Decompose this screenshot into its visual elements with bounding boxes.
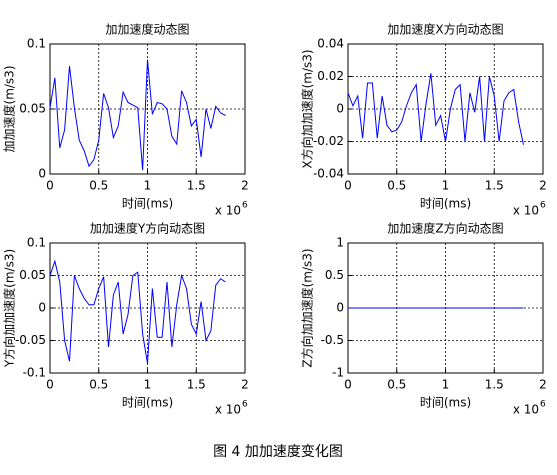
x-tick-label: 0 [46,179,54,193]
y-axis-label: 加加速度(m/s3) [2,66,17,153]
y-axis-label: X方向加加速度(m/s3) [300,49,315,168]
x-scale-base: x 10 [513,403,539,417]
x-axis-label: 时间(ms) [420,197,471,211]
x-tick-label: 0.5 [387,179,406,193]
chart-title: 加加速度Y方向动态图 [90,221,205,236]
y-tick-label: -0.04 [313,167,344,181]
x-tick-label: 0.5 [89,378,108,392]
x-tick-label: 1.5 [485,179,504,193]
x-axis-label: 时间(ms) [420,396,471,410]
y-axis-label: Z方向加加速度(m/s3) [300,248,315,367]
x-axis-label: 时间(ms) [122,396,173,410]
x-tick-label: 2 [539,179,547,193]
plot-border [49,242,246,374]
figure-caption: 图 4 加加速度变化图 [213,444,343,460]
y-tick-label: 1 [336,236,344,250]
y-tick-label: 0.04 [317,37,344,51]
chart-title: 加加速度Z方向动态图 [387,221,503,236]
x-tick-label: 0.5 [387,378,406,392]
x-scale-exponent: 6 [242,201,248,211]
x-tick-label: 1 [144,378,152,392]
y-tick-label: -1 [332,366,344,380]
x-tick-label: 0 [344,378,352,392]
x-tick-label: 1.5 [485,378,504,392]
x-tick-label: 0 [344,179,352,193]
y-tick-label: 0.05 [19,268,46,282]
y-tick-label: -0.5 [321,333,344,347]
y-tick-label: -0.1 [23,366,46,380]
y-tick-label: 0 [38,301,46,315]
y-tick-label: 0.02 [317,69,344,83]
data-line [49,59,226,171]
plot-border [347,43,544,175]
x-tick-label: 0.5 [89,179,108,193]
x-scale-base: x 10 [513,204,539,218]
data-line [347,73,524,145]
y-tick-label: 0 [336,102,344,116]
y-tick-label: -0.02 [313,134,344,148]
data-line [49,259,226,364]
y-axis-label: Y方向加加速度(m/s3) [2,249,17,368]
y-tick-label: 0.05 [19,102,46,116]
x-axis-label: 时间(ms) [122,197,173,211]
x-scale-base: x 10 [215,204,241,218]
x-tick-label: 1.5 [187,378,206,392]
x-tick-label: 1 [144,179,152,193]
x-tick-label: 2 [539,378,547,392]
chart-title: 加加速度动态图 [105,22,189,37]
y-tick-label: 0.1 [27,37,46,51]
x-scale-base: x 10 [215,403,241,417]
x-tick-label: 1.5 [187,179,206,193]
x-scale-exponent: 6 [242,400,248,410]
x-tick-label: 1 [442,378,450,392]
x-tick-label: 1 [442,179,450,193]
x-tick-label: 2 [241,378,249,392]
x-tick-label: 0 [46,378,54,392]
x-scale-exponent: 6 [540,201,546,211]
y-tick-label: 0.5 [325,268,344,282]
x-tick-label: 2 [241,179,249,193]
chart-title: 加加速度X方向动态图 [387,22,503,37]
x-scale-exponent: 6 [540,400,546,410]
y-tick-label: 0 [336,301,344,315]
plot-border [49,43,246,175]
y-tick-label: 0 [38,167,46,181]
y-tick-label: 0.1 [27,236,46,250]
y-tick-label: -0.05 [15,333,46,347]
